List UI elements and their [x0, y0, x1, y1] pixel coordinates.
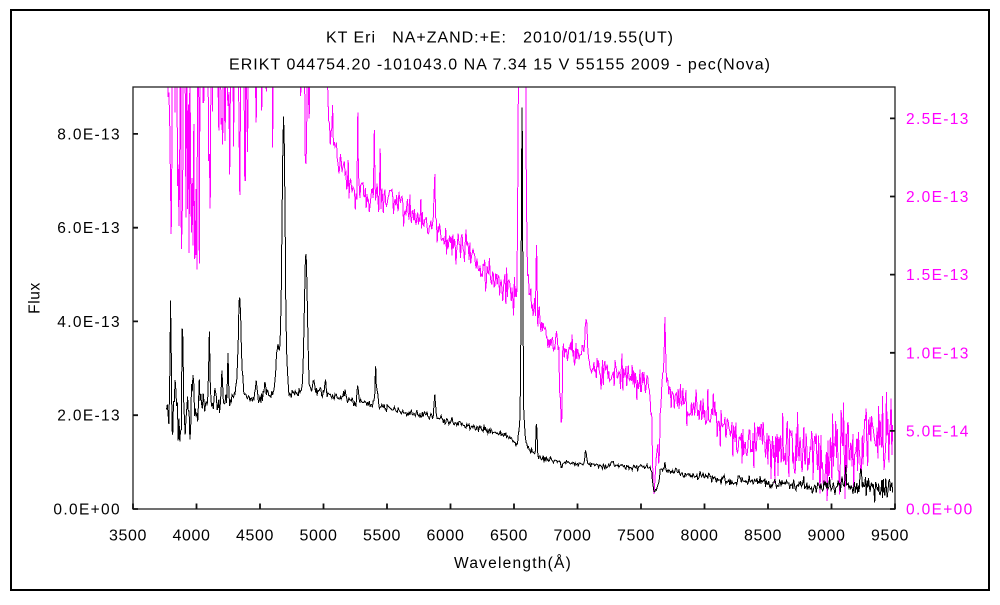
svg-text:Flux: Flux [27, 282, 44, 314]
svg-text:2.0E-13: 2.0E-13 [57, 408, 121, 425]
svg-text:5500: 5500 [363, 528, 401, 545]
svg-text:8.0E-13: 8.0E-13 [57, 126, 121, 143]
svg-text:0.0E+00: 0.0E+00 [53, 502, 121, 519]
svg-text:4.0E-13: 4.0E-13 [57, 314, 121, 331]
svg-text:9000: 9000 [808, 528, 846, 545]
svg-text:5000: 5000 [300, 528, 338, 545]
svg-text:2.0E-13: 2.0E-13 [906, 189, 970, 206]
svg-text:Wavelength(Å): Wavelength(Å) [454, 555, 572, 572]
svg-text:7000: 7000 [554, 528, 592, 545]
svg-text:6000: 6000 [427, 528, 465, 545]
svg-text:1.0E-13: 1.0E-13 [906, 345, 970, 362]
svg-text:9500: 9500 [871, 528, 909, 545]
svg-text:3500: 3500 [109, 528, 147, 545]
svg-text:KT Eri NA+ZAND:+E: 2010/01: KT Eri NA+ZAND:+E: 2010/01/19.55(UT) [326, 30, 674, 47]
svg-text:4500: 4500 [236, 528, 274, 545]
svg-text:5.0E-14: 5.0E-14 [906, 423, 970, 440]
svg-text:2.5E-13: 2.5E-13 [906, 111, 970, 128]
svg-text:8000: 8000 [681, 528, 719, 545]
svg-text:6500: 6500 [490, 528, 528, 545]
svg-text:7500: 7500 [617, 528, 655, 545]
svg-text:1.5E-13: 1.5E-13 [906, 267, 970, 284]
svg-text:0.0E+00: 0.0E+00 [906, 502, 974, 519]
svg-text:4000: 4000 [173, 528, 211, 545]
svg-text:ERIKT 044754.20 -101043.0 NA 7: ERIKT 044754.20 -101043.0 NA 7.34 15 V 5… [229, 57, 771, 74]
svg-text:8500: 8500 [744, 528, 782, 545]
svg-text:6.0E-13: 6.0E-13 [57, 220, 121, 237]
